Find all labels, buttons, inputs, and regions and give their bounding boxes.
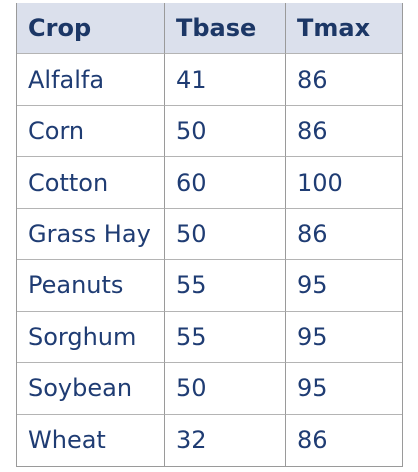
header-tmax: Tmax (286, 3, 402, 55)
crop-cell: Grass Hay (17, 208, 165, 261)
tbase-cell: 60 (165, 157, 286, 209)
tmax-cell: 95 (286, 312, 402, 364)
tmax-cell: 95 (286, 363, 402, 415)
tbase-cell: 41 (165, 54, 286, 106)
crop-temperature-table: Crop Tbase Tmax Alfalfa 41 86 Corn 50 86… (16, 3, 403, 467)
crop-cell: Cotton (17, 157, 165, 209)
tmax-cell: 95 (286, 260, 402, 312)
tmax-cell: 86 (286, 106, 402, 158)
tbase-cell: 55 (165, 311, 286, 364)
tmax-cell: 86 (286, 54, 402, 106)
tbase-cell: 50 (165, 105, 286, 158)
crop-cell: Alfalfa (17, 54, 165, 106)
crop-cell: Wheat (17, 414, 165, 466)
tbase-cell: 55 (165, 260, 286, 312)
tmax-cell: 100 (286, 157, 402, 209)
crop-cell: Soybean (17, 363, 165, 415)
crop-cell: Corn (17, 105, 165, 158)
tbase-cell: 50 (165, 363, 286, 415)
header-tbase: Tbase (165, 3, 286, 55)
crop-cell: Peanuts (17, 260, 165, 312)
tmax-cell: 86 (297, 426, 328, 455)
tmax-cell: 86 (286, 209, 402, 261)
header-crop: Crop (17, 3, 165, 55)
tbase-cell: 32 (165, 414, 286, 466)
crop-cell: Sorghum (17, 311, 165, 364)
tbase-cell: 50 (165, 208, 286, 261)
